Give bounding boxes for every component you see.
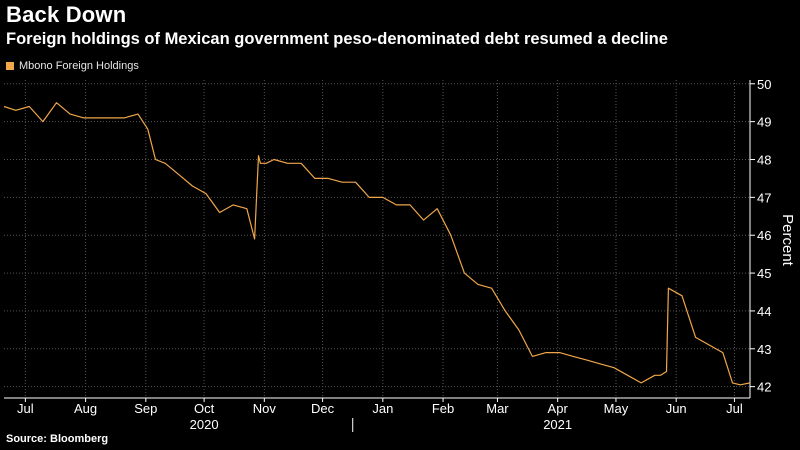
x-tick-label: Nov (253, 401, 277, 416)
y-axis-title: Percent (779, 214, 796, 267)
year-label: 2020 (190, 417, 219, 432)
y-tick-label: 43 (757, 342, 771, 357)
x-tick-label: Apr (548, 401, 569, 416)
x-tick-label: Mar (486, 401, 509, 416)
x-tick-label: Feb (432, 401, 454, 416)
x-tick-label: Jul (726, 401, 743, 416)
y-tick-label: 47 (757, 190, 771, 205)
x-tick-label: Dec (311, 401, 335, 416)
y-tick-label: 48 (757, 153, 771, 168)
source-note: Source: Bloomberg (6, 433, 109, 445)
legend-label: Mbono Foreign Holdings (19, 60, 139, 72)
grid-lines (4, 80, 750, 398)
chart-subtitle: Foreign holdings of Mexican government p… (6, 30, 668, 48)
x-tick-label: Oct (194, 401, 215, 416)
chart-title: Back Down (6, 2, 127, 27)
y-tick-label: 44 (757, 304, 771, 319)
legend: Mbono Foreign Holdings (6, 60, 139, 72)
x-tick-label: Jul (17, 401, 34, 416)
x-tick-label: May (604, 401, 629, 416)
x-tick-label: Jun (666, 401, 687, 416)
series-line-mbono-foreign-holdings (3, 102, 751, 386)
y-tick-label: 45 (757, 266, 771, 281)
tick-labels: 42 43 44 45 46 47 48 49 50 Jul Aug Sep Oct Nov Dec Jan F… (17, 77, 796, 432)
series-group (3, 102, 751, 386)
y-tick-label: 42 (757, 380, 771, 395)
y-tick-label: 49 (757, 115, 771, 130)
x-tick-label: Jan (372, 401, 393, 416)
x-tick-label: Sep (134, 401, 157, 416)
x-tick-label: Aug (74, 401, 97, 416)
axes (4, 80, 755, 432)
legend-swatch (6, 62, 14, 70)
year-label: 2021 (543, 417, 572, 432)
y-tick-label: 46 (757, 228, 771, 243)
y-tick-label: 50 (757, 77, 771, 92)
